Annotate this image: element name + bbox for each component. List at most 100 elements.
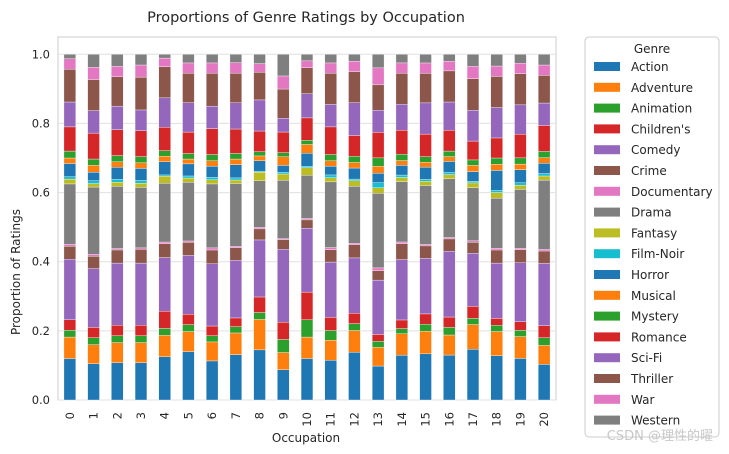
- bar-segment-animation: [538, 337, 551, 346]
- bar-segment-action: [538, 364, 551, 401]
- bar-segment-sci-fi: [514, 104, 527, 135]
- bar-segment-mystery: [300, 140, 314, 145]
- bar-segment-animation: [300, 319, 314, 338]
- bar-segment-sci-fi: [277, 118, 290, 133]
- bar-segment-thriller: [206, 73, 219, 107]
- bar-segment-mystery: [490, 157, 503, 165]
- bar-segment-film-noir: [395, 174, 408, 178]
- bar-segment-western: [490, 54, 503, 67]
- bar-segment-action: [443, 354, 456, 401]
- bar-segment-adventure: [134, 342, 148, 363]
- y-tick-label: 0.6: [32, 186, 50, 200]
- bar-segment-western: [134, 54, 148, 66]
- bar-segment-comedy: [348, 257, 361, 314]
- bar-segment-thriller: [111, 76, 124, 107]
- bar-segment-romance: [206, 128, 219, 155]
- bar-segment-crime: [372, 270, 385, 281]
- x-tick-label: 3: [134, 412, 148, 419]
- legend-swatch: [594, 207, 620, 217]
- bar-segment-documentary: [324, 247, 337, 250]
- bar-segment-war: [182, 62, 195, 74]
- legend-entry-label: Adventure: [631, 81, 693, 95]
- bar-segment-horror: [538, 163, 551, 174]
- bar-segment-fantasy: [87, 183, 100, 188]
- bar-segment-children-s: [134, 325, 148, 336]
- bar-segment-documentary: [111, 248, 124, 251]
- bar-segment-musical: [87, 165, 100, 173]
- bar-segment-mystery: [111, 155, 124, 162]
- bar-segment-thriller: [538, 75, 551, 104]
- x-tick-label: 11: [324, 412, 338, 427]
- bar-segment-animation: [182, 324, 195, 332]
- bar-segment-comedy: [206, 263, 219, 327]
- bar-segment-horror: [419, 166, 432, 180]
- legend-swatch: [594, 415, 620, 425]
- legend-swatch: [594, 394, 620, 404]
- bar-segment-film-noir: [111, 179, 124, 183]
- bar-segment-comedy: [111, 262, 124, 326]
- chart-title: Proportions of Genre Ratings by Occupati…: [147, 10, 465, 26]
- y-tick-label: 0.4: [32, 255, 50, 269]
- bar-segment-war: [253, 63, 266, 73]
- bar-segment-crime: [63, 245, 76, 260]
- bar-segment-drama: [63, 183, 76, 245]
- bar-segment-romance: [63, 126, 76, 152]
- bar-segment-musical: [419, 162, 432, 168]
- bar-segment-animation: [253, 312, 266, 320]
- bar-segment-action: [395, 354, 408, 401]
- bar-segment-action: [229, 354, 242, 401]
- bar-segment-documentary: [490, 248, 503, 251]
- bar-segment-crime: [300, 219, 314, 229]
- bar-segment-drama: [87, 186, 100, 255]
- bar-segment-drama: [324, 181, 337, 248]
- bar-segment-children-s: [538, 325, 551, 338]
- bar-segment-film-noir: [158, 174, 171, 177]
- x-tick-label: 18: [490, 412, 504, 427]
- bar-segment-animation: [443, 327, 456, 336]
- bar-segment-children-s: [466, 306, 480, 319]
- bar-segment-adventure: [87, 344, 100, 364]
- bar-segment-thriller: [253, 72, 266, 101]
- bar-segment-animation: [134, 335, 148, 343]
- bar-segment-drama: [348, 186, 361, 244]
- bar-segment-children-s: [324, 317, 337, 331]
- bar-segment-animation: [490, 325, 503, 332]
- bar-segment-war: [134, 64, 148, 78]
- bar-segment-adventure: [419, 331, 432, 355]
- bar-segment-action: [206, 360, 219, 401]
- legend-entry-label: Fantasy: [631, 226, 677, 240]
- bar-segment-sci-fi: [63, 101, 76, 128]
- bar-segment-romance: [134, 130, 148, 157]
- bar-segment-romance: [348, 135, 361, 157]
- bar-segment-mystery: [348, 156, 361, 163]
- y-tick-label: 0.2: [32, 324, 50, 338]
- x-tick-label: 14: [395, 412, 409, 427]
- legend-entry-label: Mystery: [631, 310, 679, 324]
- bar-segment-horror: [300, 152, 314, 167]
- bar-segment-war: [158, 57, 171, 67]
- bar-segment-western: [443, 54, 456, 62]
- bar-segment-western: [395, 54, 408, 64]
- bar-segment-crime: [466, 242, 480, 254]
- bar-segment-adventure: [324, 340, 337, 361]
- bar-segment-romance: [300, 117, 314, 141]
- bar-segment-mystery: [419, 156, 432, 163]
- bar-segment-musical: [229, 158, 242, 165]
- bar-segment-comedy: [229, 260, 242, 319]
- bar-segment-musical: [538, 157, 551, 164]
- bar-segment-children-s: [253, 296, 266, 313]
- bar-segment-war: [300, 60, 314, 68]
- bar-segment-film-noir: [466, 181, 480, 184]
- bar-segment-mystery: [63, 150, 76, 159]
- bar-segment-sci-fi: [395, 104, 408, 131]
- legend-entry-label: Sci-Fi: [631, 351, 662, 365]
- legend-swatch: [594, 82, 620, 92]
- bar-segment-fantasy: [490, 192, 503, 199]
- bar-segment-romance: [87, 132, 100, 160]
- bar-segment-mystery: [443, 150, 456, 157]
- bar-segment-musical: [134, 162, 148, 169]
- bar-segment-horror: [134, 168, 148, 181]
- bar-segment-fantasy: [538, 175, 551, 181]
- bar-segment-horror: [158, 161, 171, 176]
- bar-segment-adventure: [466, 324, 480, 350]
